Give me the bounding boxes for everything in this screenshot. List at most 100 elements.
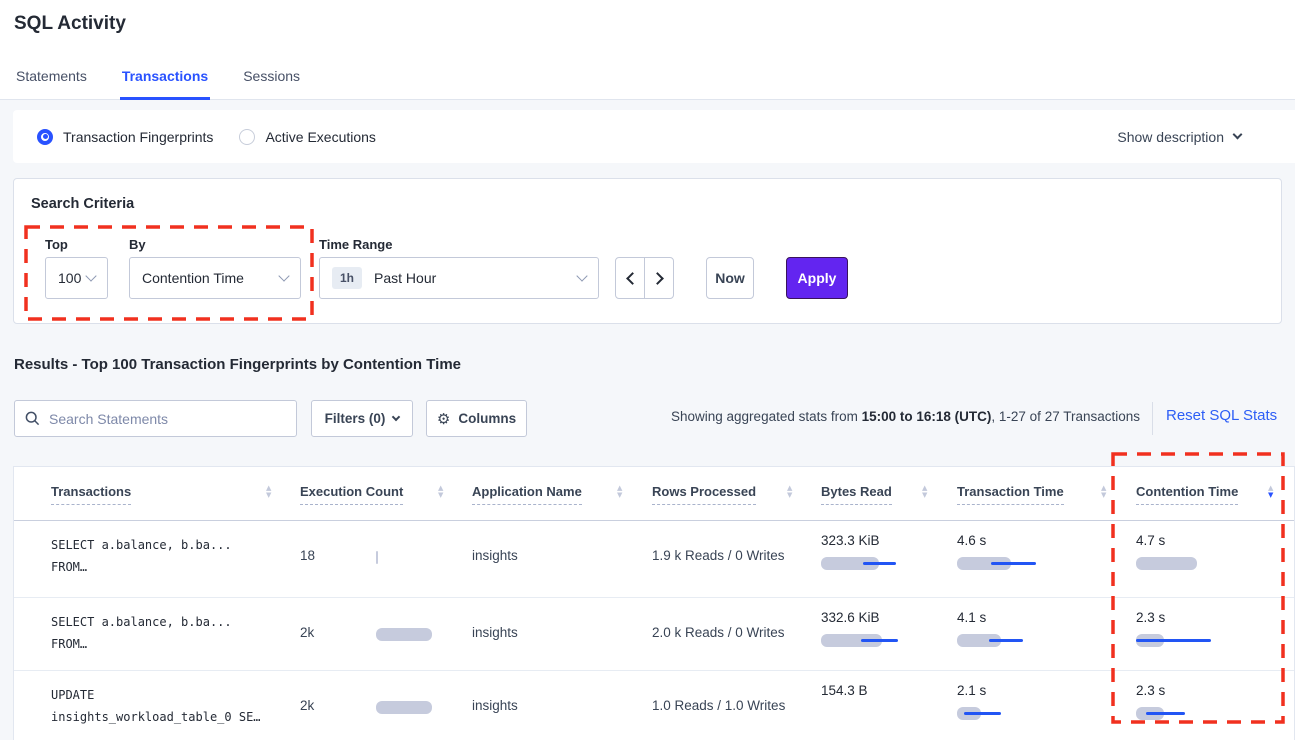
sort-down-icon: ▼ [922, 491, 928, 499]
column-header-execution-count[interactable]: Execution Count [300, 484, 404, 505]
table-header-row: Transactions Execution Count Application… [14, 467, 1294, 521]
tab-statements[interactable]: Statements [16, 68, 87, 84]
bytes-read-cell: 323.3 KiB [821, 533, 931, 570]
sort-icon[interactable]: ▲ ▼ [438, 485, 443, 499]
column-header-transaction-time[interactable]: Transaction Time [957, 484, 1064, 505]
execution-count-bar [376, 551, 446, 564]
page-header: SQL Activity Statements Transactions Ses… [0, 0, 1295, 100]
application-name-value: insights [472, 625, 518, 640]
contention-time-cell: 2.3 s [1136, 610, 1246, 647]
table-row[interactable]: SELECT a.balance, b.ba... FROM… 2k insig… [14, 598, 1294, 671]
sql-line-2: insights_workload_table_0 SE… [51, 710, 261, 724]
radio-label: Transaction Fingerprints [63, 128, 214, 145]
sql-line-2: FROM… [51, 637, 88, 651]
columns-label: Columns [458, 411, 517, 426]
table-row[interactable]: SELECT a.balance, b.ba... FROM… 18 insig… [14, 521, 1294, 598]
sort-icon[interactable]: ▲ ▼ [1101, 485, 1106, 499]
sort-up-icon: ▲ [438, 484, 444, 492]
transaction-time-cell: 4.1 s [957, 610, 1067, 647]
sort-up-icon: ▲ [1101, 484, 1107, 492]
application-name-value: insights [472, 698, 518, 713]
chevron-down-icon [392, 412, 401, 421]
tab-transactions[interactable]: Transactions [119, 58, 211, 100]
radio-active-executions[interactable]: Active Executions [239, 128, 376, 145]
contention-time-cell: 2.3 s [1136, 683, 1246, 720]
bytes-read-value: 332.6 KiB [821, 610, 880, 625]
prev-time-button[interactable] [616, 258, 644, 298]
execution-count-bar [376, 701, 446, 714]
sort-icon[interactable]: ▲ ▼ [922, 485, 927, 499]
time-range-select[interactable]: 1h Past Hour [319, 257, 599, 299]
top-select-value: 100 [58, 270, 82, 286]
apply-button[interactable]: Apply [786, 257, 848, 299]
sort-up-icon: ▲ [266, 484, 272, 492]
sort-down-icon: ▼ [1101, 491, 1107, 499]
next-time-button[interactable] [644, 258, 673, 298]
rows-processed-value: 1.0 Reads / 1.0 Writes [652, 698, 786, 713]
top-label: Top [45, 237, 68, 252]
table-row[interactable]: UPDATE insights_workload_table_0 SE… 2k … [14, 671, 1294, 740]
by-select[interactable]: Contention Time [129, 257, 301, 299]
reset-sql-stats-link[interactable]: Reset SQL Stats [1166, 407, 1278, 424]
gear-icon: ⚙ [436, 409, 451, 428]
transaction-time-value: 2.1 s [957, 683, 987, 698]
sql-line-1: SELECT a.balance, b.ba... [51, 538, 232, 552]
transaction-fingerprint-link[interactable]: SELECT a.balance, b.ba... FROM… [51, 534, 232, 578]
toolbar-divider [1152, 402, 1153, 435]
transaction-fingerprint-link[interactable]: UPDATE insights_workload_table_0 SE… [51, 684, 261, 728]
radio-transaction-fingerprints[interactable]: Transaction Fingerprints [37, 128, 214, 145]
time-nav-group [615, 257, 674, 299]
chevron-down-icon [85, 270, 97, 282]
transaction-time-value: 4.1 s [957, 610, 987, 625]
execution-count-bar [376, 628, 446, 641]
application-name-value: insights [472, 548, 518, 563]
search-criteria-panel: Search Criteria Top 100 By Contention Ti… [13, 178, 1282, 324]
search-statements-box [14, 400, 297, 437]
tab-bar: Statements Transactions Sessions [14, 58, 302, 100]
tab-sessions[interactable]: Sessions [243, 68, 301, 84]
column-header-rows-processed[interactable]: Rows Processed [652, 484, 757, 505]
stats-range: 15:00 to 16:18 (UTC) [861, 409, 992, 424]
filters-button[interactable]: Filters (0) [311, 400, 413, 437]
transaction-fingerprint-link[interactable]: SELECT a.balance, b.ba... FROM… [51, 611, 232, 655]
column-header-application-name[interactable]: Application Name [472, 484, 582, 505]
sort-down-icon: ▼ [617, 491, 623, 499]
sort-up-icon: ▲ [787, 484, 793, 492]
chevron-left-icon [625, 271, 639, 285]
contention-time-cell: 4.7 s [1136, 533, 1246, 570]
bytes-read-value: 154.3 B [821, 683, 868, 698]
sort-down-icon: ▼ [1268, 491, 1274, 499]
aggregated-stats-text: Showing aggregated stats from 15:00 to 1… [640, 409, 1140, 424]
radio-label: Active Executions [265, 128, 376, 145]
columns-button[interactable]: ⚙ Columns [426, 400, 527, 437]
column-header-bytes-read[interactable]: Bytes Read [821, 484, 892, 505]
sort-icon[interactable]: ▲ ▼ [266, 485, 271, 499]
execution-count-value: 2k [300, 625, 315, 640]
search-input[interactable] [49, 410, 286, 427]
column-header-transactions[interactable]: Transactions [51, 484, 132, 505]
sort-icon-contention-desc[interactable]: ▲ ▼ [1268, 485, 1273, 499]
bytes-read-value: 323.3 KiB [821, 533, 880, 548]
contention-time-value: 2.3 s [1136, 610, 1166, 625]
time-range-label: Time Range [319, 237, 393, 252]
search-icon [25, 411, 40, 426]
sort-up-icon: ▲ [922, 484, 928, 492]
time-range-badge: 1h [332, 267, 363, 289]
transaction-time-cell: 2.1 s [957, 683, 1067, 720]
top-select[interactable]: 100 [45, 257, 108, 299]
column-header-contention-time[interactable]: Contention Time [1136, 484, 1239, 505]
show-description-toggle[interactable]: Show description [1117, 129, 1243, 145]
transaction-time-value: 4.6 s [957, 533, 987, 548]
sort-down-icon: ▼ [438, 491, 444, 499]
time-range-value: Past Hour [374, 270, 437, 286]
search-criteria-heading: Search Criteria [31, 196, 135, 212]
now-button[interactable]: Now [706, 257, 754, 299]
page-title: SQL Activity [14, 13, 126, 34]
by-label: By [129, 237, 146, 252]
rows-processed-value: 2.0 k Reads / 0 Writes [652, 625, 785, 640]
sort-icon[interactable]: ▲ ▼ [787, 485, 792, 499]
transactions-table: Transactions Execution Count Application… [13, 466, 1295, 740]
sql-line-2: FROM… [51, 560, 88, 574]
sort-icon[interactable]: ▲ ▼ [617, 485, 622, 499]
